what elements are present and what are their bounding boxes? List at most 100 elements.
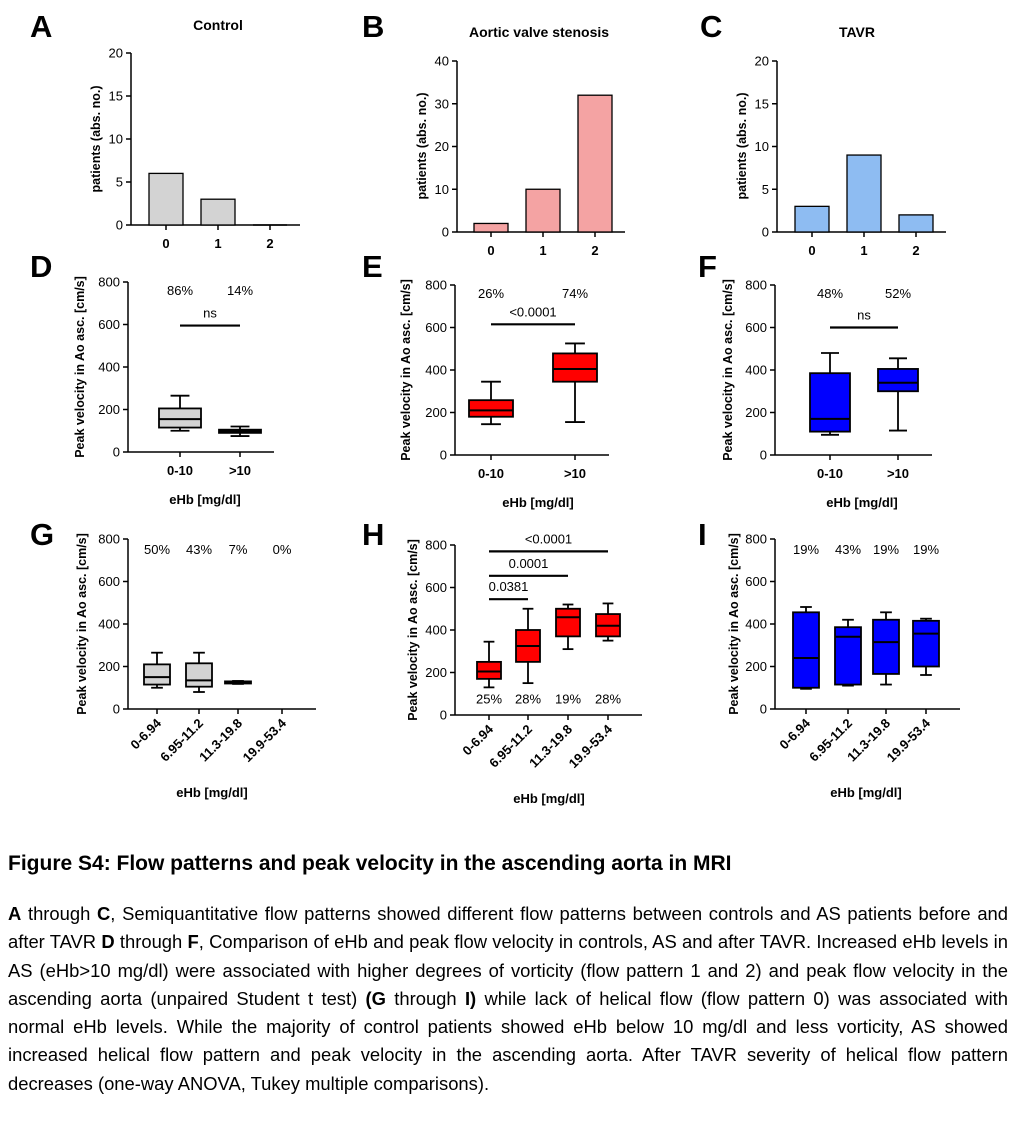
x-tick-label: 0 xyxy=(808,243,815,258)
percentage-label: 43% xyxy=(186,542,212,557)
x-tick-label: 2 xyxy=(266,236,273,251)
bar xyxy=(525,188,561,233)
percentage-label: 0% xyxy=(273,542,292,557)
caption-text: , Semiquantitative flow patterns showed … xyxy=(8,903,1009,953)
percentage-label: 7% xyxy=(229,542,248,557)
y-tick-label: 600 xyxy=(425,580,447,595)
panel-letter: F xyxy=(698,249,717,284)
y-tick-label: 800 xyxy=(98,275,120,290)
y-axis-label: Peak velocity in Ao asc. [cm/s] xyxy=(75,533,89,715)
y-axis-label: patients (abs. no.) xyxy=(89,86,103,193)
percentage-label: 19% xyxy=(913,542,939,557)
y-tick-label: 200 xyxy=(745,659,767,674)
significance-label: <0.0001 xyxy=(509,304,556,319)
y-tick-label: 600 xyxy=(425,320,447,335)
bar xyxy=(200,198,236,226)
caption-text: through xyxy=(21,903,98,924)
percentage-label: 48% xyxy=(817,286,843,301)
bar xyxy=(846,154,882,233)
x-tick-label: 0-10 xyxy=(817,466,843,481)
box-plot xyxy=(792,606,820,690)
y-tick-label: 30 xyxy=(435,96,449,111)
box-plot xyxy=(218,425,262,437)
caption-panel-ref: I) xyxy=(464,987,477,1009)
y-tick-label: 0 xyxy=(760,448,767,463)
x-tick-label: 0-10 xyxy=(167,463,193,478)
x-tick-label: 0-6.94 xyxy=(127,715,164,752)
y-axis-label: patients (abs. no.) xyxy=(735,93,749,200)
box-iqr xyxy=(809,372,851,433)
panel-letter: H xyxy=(362,517,384,552)
y-tick-label: 10 xyxy=(109,132,123,147)
y-tick-label: 400 xyxy=(425,363,447,378)
x-tick-label: >10 xyxy=(564,466,586,481)
box-iqr xyxy=(158,407,202,429)
x-tick-label: 19.9-53.4 xyxy=(566,721,616,771)
y-tick-label: 0 xyxy=(762,225,769,240)
box-plot xyxy=(595,602,621,642)
x-tick-label: 1 xyxy=(539,243,546,258)
box-iqr xyxy=(143,663,171,686)
panel-a: A Control 0 5 10 15 20 patients (abs. no.) 0 1 2 xyxy=(30,9,300,251)
box-plot xyxy=(809,352,851,436)
x-axis-label: eHb [mg/dl] xyxy=(513,791,585,806)
x-tick-label: 19.9-53.4 xyxy=(240,715,290,765)
y-tick-label: 800 xyxy=(425,278,447,293)
x-axis-label: eHb [mg/dl] xyxy=(176,785,248,800)
x-tick-label: 0-10 xyxy=(478,466,504,481)
percentage-label: 74% xyxy=(562,286,588,301)
box-iqr xyxy=(912,619,940,668)
panel-b: B Aortic valve stenosis010203040patients … xyxy=(362,9,625,258)
percentage-label: 19% xyxy=(873,542,899,557)
y-axis-label: Peak velocity in Ao asc. [cm/s] xyxy=(406,539,420,721)
y-tick-label: 20 xyxy=(435,139,449,154)
x-tick-label: 0-6.94 xyxy=(776,715,813,752)
y-tick-label: 10 xyxy=(755,139,769,154)
y-tick-label: 600 xyxy=(745,320,767,335)
x-tick-label: 2 xyxy=(912,243,919,258)
panel-letter: D xyxy=(30,249,52,284)
bar xyxy=(794,205,830,233)
box-plot xyxy=(143,651,171,689)
x-tick-label: 6.95-11.2 xyxy=(486,722,535,771)
panel-letter: B xyxy=(362,9,384,44)
box-iqr xyxy=(877,368,919,393)
y-tick-label: 5 xyxy=(116,175,123,190)
panel-f: F 0 200 400 600 800 Peak velocity in Ao asc. [… xyxy=(698,249,932,510)
x-tick-label: 2 xyxy=(591,243,598,258)
box-plot xyxy=(468,380,514,426)
figure-caption-body: A through C, Semiquantitative flow patte… xyxy=(8,900,1008,1098)
percentage-label: 25% xyxy=(476,691,502,706)
y-tick-label: 200 xyxy=(425,665,447,680)
x-tick-label: 1 xyxy=(214,236,221,251)
box-plot xyxy=(834,618,862,687)
significance-label: 0.0381 xyxy=(489,579,529,594)
significance-label: 0.0001 xyxy=(509,556,549,571)
box-iqr xyxy=(872,618,900,675)
box-plot xyxy=(877,357,919,432)
panel-letter: A xyxy=(30,9,52,44)
percentage-label: 19% xyxy=(793,542,819,557)
y-tick-label: 0 xyxy=(440,708,447,723)
y-tick-label: 800 xyxy=(98,532,120,547)
y-axis-label: patients (abs. no.) xyxy=(415,93,429,200)
x-axis-label: eHb [mg/dl] xyxy=(502,495,574,510)
panel-i: I 0 200 400 600 800 Peak velocity in Ao asc. [… xyxy=(698,517,960,800)
x-tick-label: >10 xyxy=(229,463,251,478)
chart-title: Aortic valve stenosis xyxy=(469,24,609,40)
y-tick-label: 15 xyxy=(109,89,123,104)
significance-label: ns xyxy=(857,308,871,323)
y-tick-label: 600 xyxy=(745,574,767,589)
y-axis-label: Peak velocity in Ao asc. [cm/s] xyxy=(399,279,413,461)
y-tick-label: 10 xyxy=(435,182,449,197)
percentage-label: 86% xyxy=(167,283,193,298)
box-iqr xyxy=(468,399,514,418)
x-tick-label: 19.9-53.4 xyxy=(884,715,934,765)
y-tick-label: 0 xyxy=(113,445,120,460)
y-tick-label: 40 xyxy=(435,54,449,69)
y-axis-label: Peak velocity in Ao asc. [cm/s] xyxy=(73,276,87,458)
x-tick-label: >10 xyxy=(887,466,909,481)
y-tick-label: 0 xyxy=(113,702,120,717)
y-tick-label: 0 xyxy=(760,702,767,717)
